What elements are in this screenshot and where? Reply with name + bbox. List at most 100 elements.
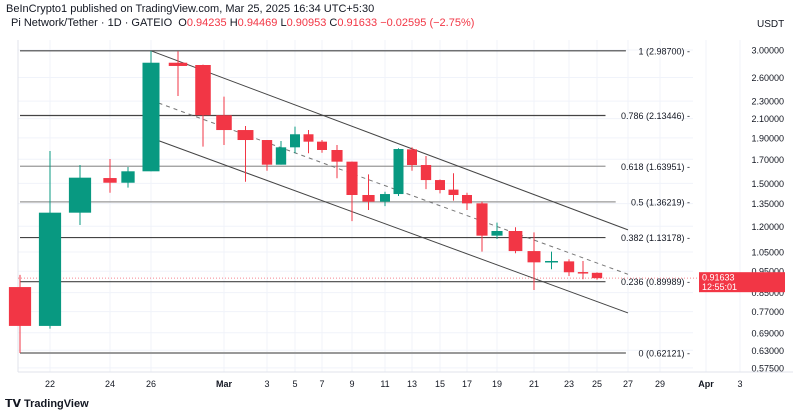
- high-value: 0.94469: [237, 17, 278, 29]
- candle-body: [407, 149, 417, 166]
- y-tick-label: 2.10000: [751, 114, 784, 124]
- x-tick-label: 7: [319, 379, 324, 389]
- candle: [303, 130, 314, 154]
- candle: [462, 192, 472, 211]
- candle-body: [275, 147, 287, 165]
- low-label: L: [280, 17, 287, 29]
- fib-level-label: 0 (0.62121) -: [638, 348, 690, 358]
- x-tick-label: 25: [592, 379, 602, 389]
- candle: [216, 96, 232, 145]
- candle: [527, 232, 541, 290]
- candle: [275, 141, 287, 165]
- candle-body: [545, 260, 558, 263]
- candle-body: [508, 231, 523, 252]
- close-value: 0.91633: [337, 17, 378, 29]
- candle: [508, 227, 523, 254]
- y-tick-label: 2.60000: [751, 73, 784, 83]
- fib-level-label: 0.786 (2.13446) -: [621, 111, 690, 121]
- open-label: O: [178, 17, 187, 29]
- channel-upper-line: [150, 50, 629, 231]
- candle-body: [527, 251, 541, 263]
- candle: [68, 165, 92, 226]
- candle-body: [237, 130, 254, 141]
- candle-body: [38, 212, 62, 326]
- candle-body: [420, 165, 432, 181]
- candle-body: [216, 115, 232, 131]
- candle-body: [448, 189, 459, 195]
- low-value: 0.90953: [286, 17, 327, 29]
- fib-level-label: 0.236 (0.89989) -: [621, 277, 690, 287]
- currency-label[interactable]: USDT: [757, 19, 785, 30]
- candle: [331, 144, 343, 179]
- candle-body: [362, 194, 375, 202]
- candle: [362, 174, 375, 211]
- candle: [563, 259, 575, 276]
- price-tag-countdown: 12:55:01: [702, 282, 737, 292]
- candle-body: [331, 150, 343, 162]
- candle-body: [577, 272, 589, 274]
- price-tag-bg: [699, 272, 785, 293]
- candle-body: [121, 171, 135, 183]
- candle: [491, 222, 503, 240]
- y-tick-label: 0.57500: [751, 363, 784, 373]
- x-tick-label: 11: [380, 379, 389, 389]
- candle: [168, 51, 188, 97]
- candle: [346, 161, 358, 222]
- candle-body: [168, 62, 188, 66]
- candle-body: [103, 178, 117, 183]
- x-tick-label: 5: [292, 379, 297, 389]
- y-tick-label: 0.63000: [751, 346, 784, 356]
- close-label: C: [329, 17, 338, 29]
- price-tag-value: 0.91633: [702, 273, 735, 283]
- candle: [435, 179, 445, 194]
- x-tick-label: Mar: [216, 379, 233, 389]
- x-tick-label: 24: [105, 379, 115, 389]
- candle: [591, 272, 603, 280]
- candle: [317, 140, 327, 153]
- candle-body: [8, 287, 32, 326]
- x-tick-label: 23: [564, 379, 574, 389]
- candle: [103, 158, 117, 193]
- y-tick-label: 0.95000: [751, 267, 784, 277]
- fib-level-label: 0.382 (1.13178) -: [621, 233, 690, 243]
- candle-body: [491, 231, 503, 236]
- candle-body: [591, 272, 603, 279]
- candle: [545, 251, 558, 270]
- y-tick-label: 1.35000: [751, 199, 784, 209]
- candle-body: [195, 64, 211, 116]
- candle: [290, 126, 300, 154]
- y-tick-label: 1.70000: [751, 155, 784, 165]
- y-tick-label: 0.85000: [751, 288, 784, 298]
- open-value: 0.94235: [186, 17, 227, 29]
- fib-level-label: 0.618 (1.63951) -: [621, 162, 690, 172]
- y-tick-label: 0.69000: [751, 328, 784, 338]
- y-tick-label: 3.00000: [751, 46, 784, 56]
- x-tick-label: 22: [45, 379, 55, 389]
- x-tick-label: 3: [264, 379, 269, 389]
- fib-level-label: 1 (2.98700) -: [638, 46, 690, 56]
- tradingview-logo-icon: 𝗧𝗩: [5, 398, 22, 410]
- candle: [261, 140, 273, 171]
- x-tick-label: 19: [492, 379, 502, 389]
- published-caption: BeInCrypto1 published on TradingView.com…: [6, 3, 375, 15]
- candle: [237, 126, 254, 182]
- y-tick-label: 2.30000: [751, 97, 784, 107]
- candle: [8, 274, 32, 354]
- candle-body: [346, 161, 358, 195]
- candle-body: [435, 180, 445, 191]
- candle: [420, 156, 432, 190]
- tradingview-logo[interactable]: 𝗧𝗩 TradingView: [5, 397, 89, 411]
- candle: [476, 201, 488, 252]
- x-tick-label: Apr: [698, 379, 714, 389]
- x-tick-label: 9: [349, 379, 354, 389]
- candle: [121, 167, 135, 188]
- x-tick-label: 13: [407, 379, 417, 389]
- x-tick-label: 15: [435, 379, 445, 389]
- candle: [142, 50, 160, 172]
- candle-body: [261, 140, 273, 165]
- symbol-legend: Pi Network/Tether · 1D · GATEIO O0.94235…: [11, 17, 474, 29]
- candle-body: [462, 194, 472, 204]
- x-tick-label: 21: [529, 379, 539, 389]
- candle-body: [290, 134, 300, 148]
